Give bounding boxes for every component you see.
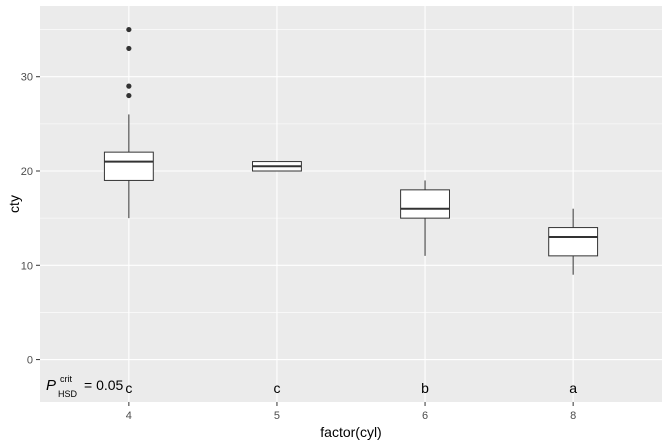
x-axis: 4 5 6 8 xyxy=(126,402,576,422)
y-axis: 0 10 20 30 xyxy=(21,72,40,367)
y-tick-label: 20 xyxy=(21,166,33,178)
x-tick-label: 6 xyxy=(422,410,428,422)
p-crit-annotation: P crit HSD = 0.05 xyxy=(46,374,124,399)
grid-minor xyxy=(40,29,662,313)
boxes xyxy=(103,26,599,275)
y-tick-label: 30 xyxy=(21,72,33,84)
box-5 xyxy=(252,161,302,172)
box-4 xyxy=(103,26,154,219)
box-body xyxy=(548,227,599,257)
group-letter: c xyxy=(273,380,280,396)
x-axis-title: factor(cyl) xyxy=(320,424,381,440)
box-body xyxy=(103,151,154,181)
outlier-point xyxy=(126,45,132,52)
box-6 xyxy=(400,180,450,256)
box-body xyxy=(400,189,450,219)
outlier-point xyxy=(126,83,132,89)
x-tick-label: 4 xyxy=(126,410,132,422)
y-tick-label: 10 xyxy=(21,260,33,272)
group-letter: c xyxy=(125,380,132,396)
outlier-point xyxy=(126,92,132,99)
y-tick-label: 0 xyxy=(27,355,33,367)
p-crit-subscript: HSD xyxy=(58,389,78,399)
box-8 xyxy=(548,208,599,275)
group-letter: b xyxy=(421,380,429,396)
plot-panel xyxy=(40,6,662,402)
x-tick-label: 5 xyxy=(274,410,280,422)
outlier-point xyxy=(126,26,132,33)
group-letter: a xyxy=(569,380,577,396)
x-tick-label: 8 xyxy=(570,410,576,422)
y-axis-title: cty xyxy=(6,195,22,213)
p-crit-symbol: P xyxy=(46,377,56,394)
p-crit-value: = 0.05 xyxy=(84,377,124,393)
p-crit-superscript: crit xyxy=(60,374,72,384)
